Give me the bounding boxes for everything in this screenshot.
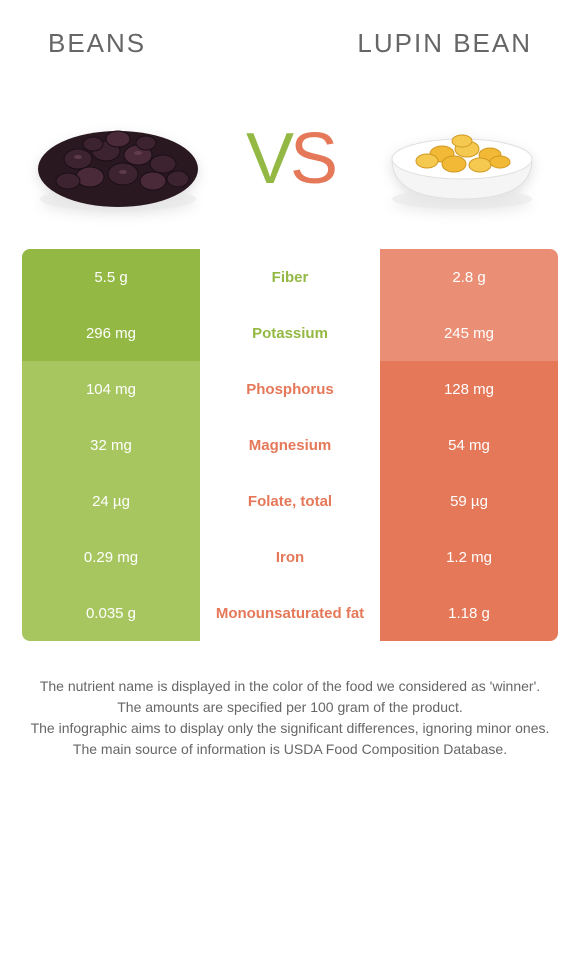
left-value: 32 mg <box>22 417 200 473</box>
footer-line-3: The infographic aims to display only the… <box>30 719 550 738</box>
right-value: 1.18 g <box>380 585 558 641</box>
beans-image <box>28 99 208 219</box>
table-row: 0.035 gMonounsaturated fat1.18 g <box>22 585 558 641</box>
vs-label: VS <box>246 118 334 200</box>
footer-line-2: The amounts are specified per 100 gram o… <box>30 698 550 717</box>
left-value: 5.5 g <box>22 249 200 305</box>
table-row: 5.5 gFiber2.8 g <box>22 249 558 305</box>
table-row: 0.29 mgIron1.2 mg <box>22 529 558 585</box>
vs-v: V <box>246 119 290 199</box>
right-value: 59 µg <box>380 473 558 529</box>
right-value: 2.8 g <box>380 249 558 305</box>
nutrient-label: Iron <box>200 529 380 585</box>
visual-row: VS <box>0 59 580 249</box>
lupin-bean-image <box>372 99 552 219</box>
vs-s: S <box>290 119 334 199</box>
table-row: 104 mgPhosphorus128 mg <box>22 361 558 417</box>
nutrient-label: Magnesium <box>200 417 380 473</box>
table-row: 24 µgFolate, total59 µg <box>22 473 558 529</box>
table-row: 32 mgMagnesium54 mg <box>22 417 558 473</box>
footer-notes: The nutrient name is displayed in the co… <box>0 641 580 759</box>
left-value: 104 mg <box>22 361 200 417</box>
left-value: 0.035 g <box>22 585 200 641</box>
footer-line-4: The main source of information is USDA F… <box>30 740 550 759</box>
right-value: 54 mg <box>380 417 558 473</box>
right-value: 245 mg <box>380 305 558 361</box>
nutrient-label: Folate, total <box>200 473 380 529</box>
nutrient-label: Potassium <box>200 305 380 361</box>
header: BEANS LUPIN BEAN <box>0 0 580 59</box>
nutrient-label: Phosphorus <box>200 361 380 417</box>
nutrient-label: Fiber <box>200 249 380 305</box>
left-food-title: BEANS <box>48 28 146 59</box>
left-value: 296 mg <box>22 305 200 361</box>
left-value: 24 µg <box>22 473 200 529</box>
nutrient-table: 5.5 gFiber2.8 g296 mgPotassium245 mg104 … <box>22 249 558 641</box>
right-value: 1.2 mg <box>380 529 558 585</box>
left-value: 0.29 mg <box>22 529 200 585</box>
nutrient-label: Monounsaturated fat <box>200 585 380 641</box>
table-row: 296 mgPotassium245 mg <box>22 305 558 361</box>
right-value: 128 mg <box>380 361 558 417</box>
footer-line-1: The nutrient name is displayed in the co… <box>30 677 550 696</box>
right-food-title: LUPIN BEAN <box>357 28 532 59</box>
